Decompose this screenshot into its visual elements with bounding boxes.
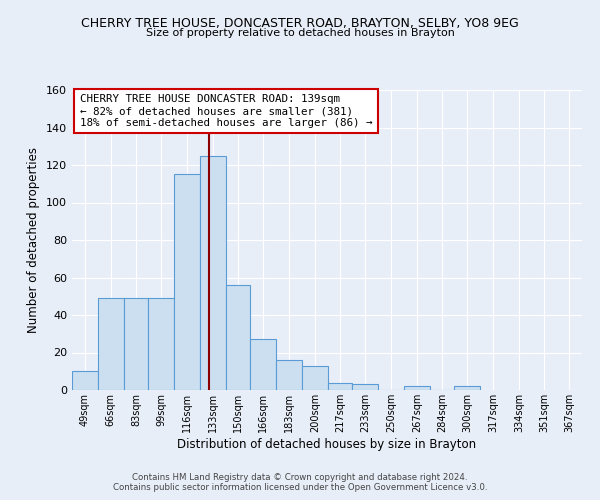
- Bar: [200, 156, 226, 390]
- Bar: [302, 366, 328, 390]
- Text: CHERRY TREE HOUSE, DONCASTER ROAD, BRAYTON, SELBY, YO8 9EG: CHERRY TREE HOUSE, DONCASTER ROAD, BRAYT…: [81, 18, 519, 30]
- Text: Contains public sector information licensed under the Open Government Licence v3: Contains public sector information licen…: [113, 484, 487, 492]
- Bar: [404, 386, 430, 390]
- Bar: [174, 174, 200, 390]
- Bar: [226, 285, 250, 390]
- Text: Contains HM Land Registry data © Crown copyright and database right 2024.: Contains HM Land Registry data © Crown c…: [132, 472, 468, 482]
- X-axis label: Distribution of detached houses by size in Brayton: Distribution of detached houses by size …: [178, 438, 476, 450]
- Bar: [72, 371, 98, 390]
- Bar: [276, 360, 302, 390]
- Bar: [328, 382, 352, 390]
- Bar: [454, 386, 480, 390]
- Y-axis label: Number of detached properties: Number of detached properties: [28, 147, 40, 333]
- Text: Size of property relative to detached houses in Brayton: Size of property relative to detached ho…: [146, 28, 454, 38]
- Bar: [124, 298, 148, 390]
- Text: CHERRY TREE HOUSE DONCASTER ROAD: 139sqm
← 82% of detached houses are smaller (3: CHERRY TREE HOUSE DONCASTER ROAD: 139sqm…: [80, 94, 372, 128]
- Bar: [352, 384, 378, 390]
- Bar: [148, 298, 174, 390]
- Bar: [98, 298, 124, 390]
- Bar: [250, 340, 276, 390]
